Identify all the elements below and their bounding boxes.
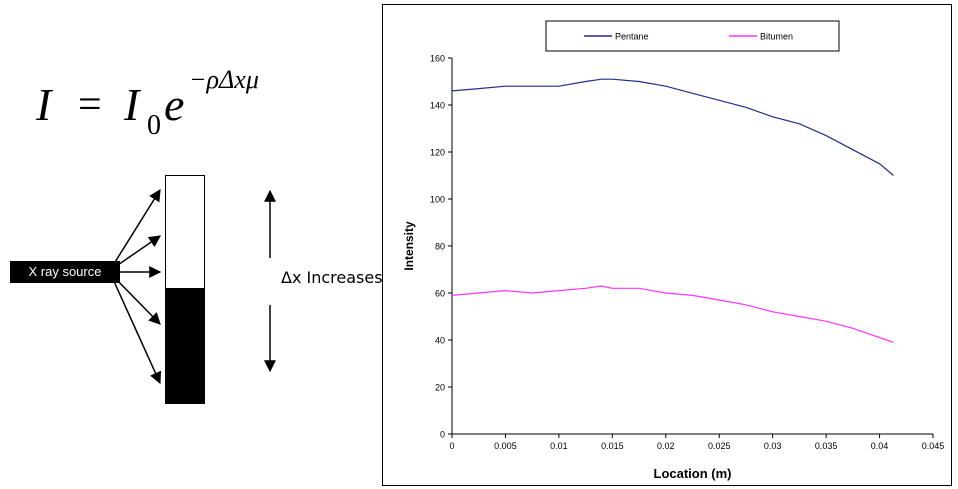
- sample-bottom-black: [165, 288, 205, 404]
- chart-frame: 0 20 40 60 80 100 120 140 160 0 0.005 0.01 0.015 0.02…: [382, 4, 952, 486]
- formula-subscript-zero: 0: [147, 110, 161, 140]
- x-tick-label: 0.03: [764, 441, 782, 451]
- ray-arrow-5: [111, 276, 162, 385]
- y-tick-label: 140: [430, 101, 445, 111]
- x-axis-title: Location (m): [654, 466, 732, 481]
- y-tick-label: 100: [430, 195, 445, 205]
- formula-equals: =: [78, 82, 102, 128]
- x-tick-label: 0.02: [657, 441, 675, 451]
- series-line-pentane: [451, 78, 894, 176]
- xray-source-label: X ray source: [10, 261, 120, 283]
- formula-I: I: [35, 79, 54, 130]
- ray-arrows: [111, 188, 276, 385]
- sample-top-white: [165, 175, 205, 289]
- legend-label-bitumen: Bitumen: [760, 32, 793, 42]
- x-tick-label: 0.015: [601, 441, 624, 451]
- intensity-chart: 0 20 40 60 80 100 120 140 160 0 0.005 0.01 0.015 0.02…: [402, 20, 945, 481]
- y-tick-label: 160: [430, 54, 445, 64]
- y-tick-label: 20: [435, 383, 445, 393]
- ray-arrow-4: [111, 274, 161, 325]
- y-tick-label: 0: [440, 430, 445, 440]
- x-tick-label: 0.025: [708, 441, 731, 451]
- formula-e: e: [164, 79, 184, 130]
- series-line-bitumen: [451, 285, 894, 343]
- x-tick-label: 0.04: [871, 441, 889, 451]
- formula-I0: I: [123, 79, 142, 130]
- xray-illustration: I = I 0 e −ρΔxμ X ray source Δx Increase…: [0, 0, 390, 489]
- x-tick-label: 0: [449, 441, 454, 451]
- y-tick-label: 60: [435, 289, 445, 299]
- x-tick-label: 0.045: [922, 441, 945, 451]
- ray-arrow-2: [111, 235, 161, 270]
- x-tick-label: 0.01: [550, 441, 568, 451]
- y-tick-label: 80: [435, 242, 445, 252]
- x-tick-label: 0.035: [815, 441, 838, 451]
- legend-label-pentane: Pentane: [615, 32, 649, 42]
- x-tick-label: 0.005: [494, 441, 517, 451]
- y-tick-label: 40: [435, 336, 445, 346]
- formula-exponent: −ρΔxμ: [189, 65, 259, 94]
- ray-arrow-1: [111, 188, 161, 268]
- y-axis-title: Intensity: [402, 221, 416, 271]
- dx-increases-label: Δx Increases: [281, 268, 383, 287]
- y-tick-label: 120: [430, 148, 445, 158]
- attenuation-formula: I = I 0 e −ρΔxμ: [35, 65, 259, 140]
